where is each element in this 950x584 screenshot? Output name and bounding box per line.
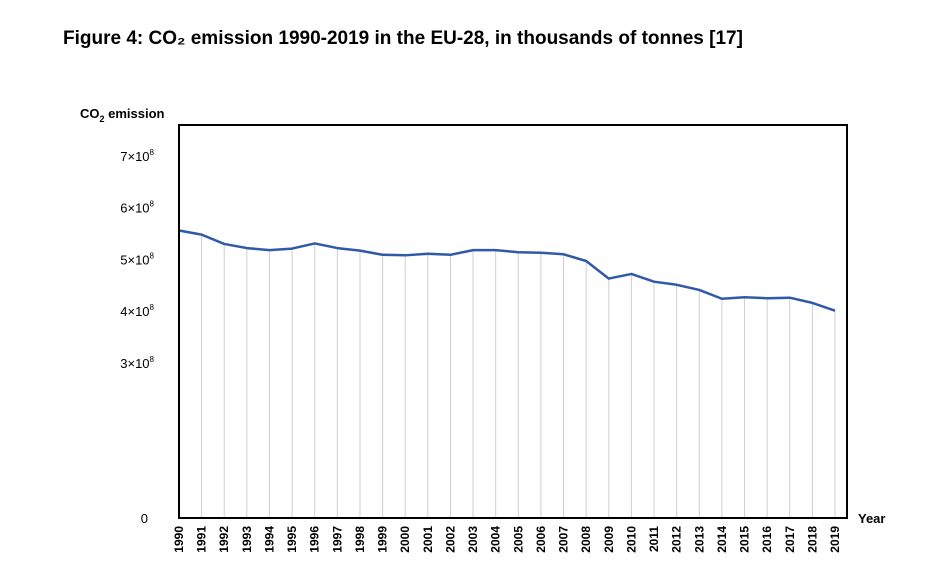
x-tick-label: 1994 <box>262 526 276 553</box>
chart-title: Figure 4: CO₂ emission 1990-2019 in the … <box>63 28 743 49</box>
x-axis-label: Year <box>858 511 885 526</box>
plot-frame <box>178 124 848 519</box>
x-tick-label: 2008 <box>579 526 593 553</box>
y-tick-label: 3×108 <box>120 355 154 371</box>
y-tick-label: 5×108 <box>120 251 154 267</box>
x-tick-label: 1996 <box>308 526 322 553</box>
x-tick-label: 2007 <box>557 526 571 553</box>
x-tick-label: 2014 <box>715 526 729 553</box>
y-tick-label: 7×108 <box>120 148 154 164</box>
x-tick-label: 2005 <box>511 526 525 553</box>
x-tick-label: 2006 <box>534 526 548 553</box>
x-tick-label: 2012 <box>670 526 684 553</box>
y-axis-label: CO2 emission <box>80 106 165 124</box>
x-tick-label: 1993 <box>240 526 254 553</box>
x-tick-label: 1991 <box>195 526 209 553</box>
x-tick-label: 1999 <box>376 526 390 553</box>
series-line-co2-emission <box>178 229 836 312</box>
x-tick-label: 2000 <box>398 526 412 553</box>
x-tick-label: 2011 <box>647 526 661 552</box>
x-tick-label: 2002 <box>443 526 457 553</box>
x-tick-label: 2004 <box>489 526 503 553</box>
vertical-gridlines <box>178 230 836 518</box>
x-tick-label: 2010 <box>624 526 638 553</box>
x-tick-label: 2009 <box>602 526 616 553</box>
x-tick-label: 2017 <box>783 526 797 553</box>
y-axis-ticks: 0 3×108 4×108 5×108 6×108 7×108 <box>120 148 154 526</box>
x-tick-label: 1995 <box>285 526 299 553</box>
x-tick-label: 2016 <box>760 526 774 553</box>
x-tick-label: 2013 <box>692 526 706 553</box>
x-tick-label: 1998 <box>353 526 367 553</box>
x-tick-label: 1992 <box>217 526 231 553</box>
x-tick-label: 2018 <box>805 526 819 553</box>
y-tick-label: 4×108 <box>120 303 154 319</box>
y-tick-label: 6×108 <box>120 200 154 216</box>
x-tick-label: 2015 <box>738 526 752 553</box>
y-tick-label: 0 <box>141 511 148 526</box>
x-tick-label: 2003 <box>466 526 480 553</box>
x-tick-label: 2019 <box>828 526 842 553</box>
x-axis-ticks: 1990 1991 1992 1993 1994 1995 1996 1997 1998 1999… <box>172 526 842 553</box>
x-tick-label: 2001 <box>421 526 435 553</box>
x-tick-label: 1997 <box>330 526 344 553</box>
x-tick-label: 1990 <box>172 526 186 553</box>
